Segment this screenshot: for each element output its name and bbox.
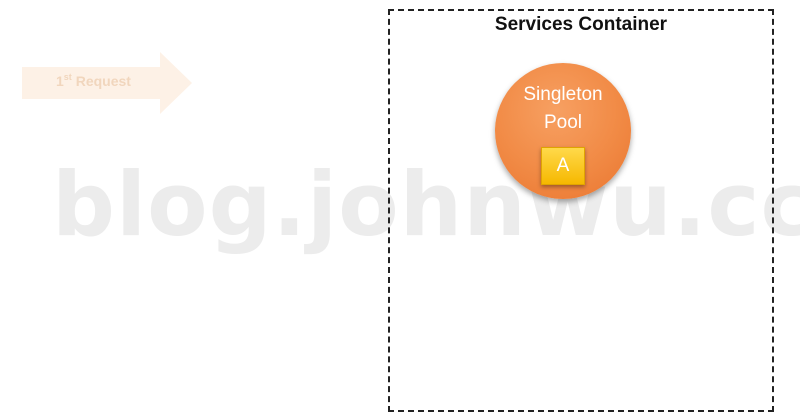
instance-a: A (541, 147, 585, 185)
request-arrow: 1st Request (22, 52, 194, 114)
request-text: Request (75, 73, 131, 89)
container-title: Services Container (494, 14, 668, 35)
request-ordinal: 1 (56, 73, 64, 89)
arrow-right-icon (22, 52, 192, 114)
watermark-text: blog.johnwu.cc (52, 153, 800, 256)
singleton-pool: Singleton Pool A (495, 63, 631, 199)
singleton-pool-label: Singleton Pool (523, 84, 603, 133)
request-label: 1st Request (56, 72, 131, 90)
request-ordinal-suffix: st (63, 72, 72, 82)
services-container: Services Container Singleton Pool A (388, 9, 774, 412)
